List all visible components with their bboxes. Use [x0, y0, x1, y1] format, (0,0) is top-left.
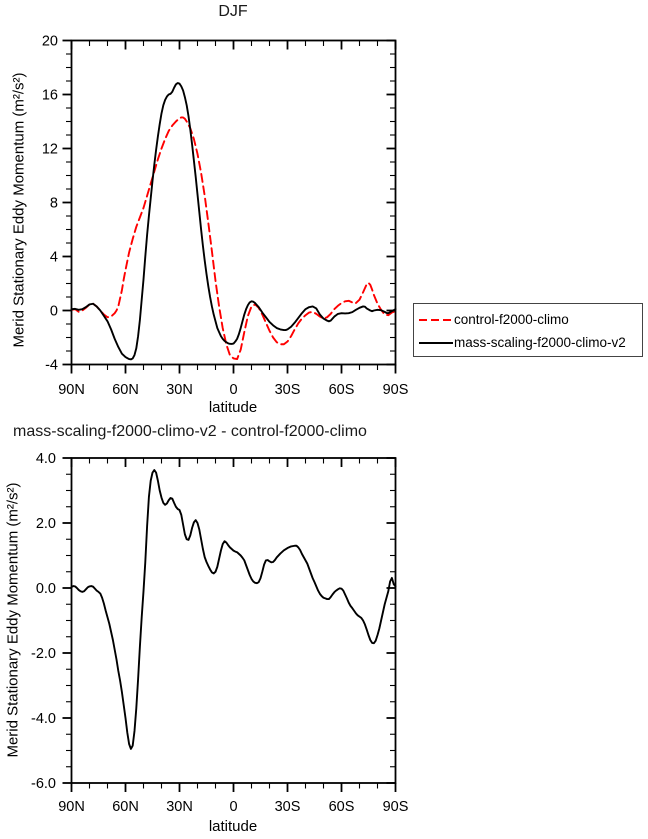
bottom-chart-title: mass-scaling-f2000-climo-v2 - control-f2… — [13, 423, 367, 440]
bottom-x-tick-label: 90N — [58, 799, 85, 815]
bottom-x-tick-label: 60S — [329, 799, 355, 815]
top-chart-title: DJF — [218, 3, 248, 20]
bottom-x-tick-label: 30S — [275, 799, 301, 815]
curve-control-f2000-climo — [70, 116, 397, 361]
bottom-y-tick-label: -2.0 — [31, 646, 56, 662]
curve-difference — [70, 469, 397, 750]
bottom-x-tick-label: 60N — [112, 799, 139, 815]
bottom-x-tick-label: 90S — [383, 799, 409, 815]
bottom-plot-frame — [70, 457, 397, 784]
curve-mass-scaling-f2000-climo-v2 — [70, 82, 397, 361]
top-x-tick-label: 30S — [275, 382, 301, 398]
top-y-axis-label: Merid Stationary Eddy Momentum (m²/s²) — [10, 72, 28, 348]
black-solid-line-icon — [419, 341, 453, 344]
bottom-x-axis-label: latitude — [208, 818, 258, 835]
top-y-tick-label: 16 — [42, 88, 58, 104]
top-y-tick-label: 12 — [42, 142, 58, 158]
legend: control-f2000-climo mass-scaling-f2000-c… — [413, 303, 643, 357]
top-y-tick-label: -4 — [45, 358, 58, 374]
legend-label-mass-scaling: mass-scaling-f2000-climo-v2 — [454, 335, 626, 350]
legend-entry-control: control-f2000-climo — [414, 308, 642, 331]
bottom-y-tick-label: -6.0 — [31, 776, 56, 792]
bottom-x-tick-label: 30N — [166, 799, 193, 815]
top-x-tick-label: 0 — [229, 382, 237, 398]
top-x-tick-label: 90S — [383, 382, 409, 398]
legend-entry-mass-scaling: mass-scaling-f2000-climo-v2 — [414, 331, 642, 354]
bottom-y-tick-label: 0.0 — [36, 581, 56, 597]
top-x-tick-label: 90N — [58, 382, 85, 398]
bottom-y-axis-label: Merid Stationary Eddy Momentum (m²/s²) — [4, 482, 22, 758]
bottom-x-tick-label: 0 — [229, 799, 237, 815]
top-y-tick-label: 8 — [50, 196, 58, 212]
bottom-y-tick-label: -4.0 — [31, 711, 56, 727]
legend-label-control: control-f2000-climo — [454, 312, 569, 327]
top-x-tick-label: 30N — [166, 382, 193, 398]
top-plot-frame — [70, 39, 397, 366]
top-x-tick-label: 60N — [112, 382, 139, 398]
top-y-tick-label: 0 — [50, 304, 58, 320]
bottom-y-tick-label: 2.0 — [36, 516, 56, 532]
top-y-tick-label: 4 — [50, 250, 58, 266]
top-x-axis-label: latitude — [208, 399, 258, 416]
top-x-tick-label: 60S — [329, 382, 355, 398]
top-y-tick-label: 20 — [42, 34, 58, 50]
bottom-y-tick-label: 4.0 — [36, 451, 56, 467]
red-dashed-line-icon — [419, 318, 453, 321]
